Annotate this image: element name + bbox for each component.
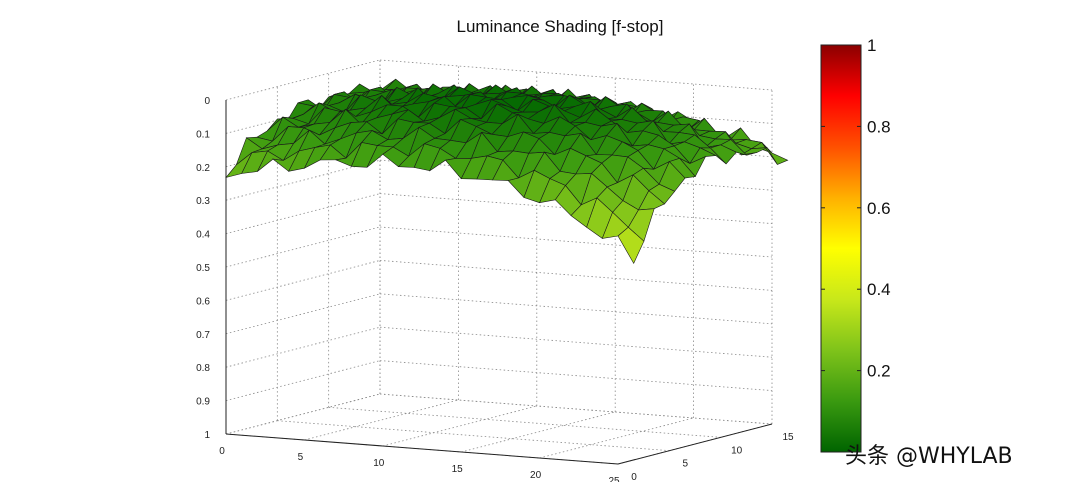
- y-tick-label: 5: [683, 459, 689, 470]
- grid-line-z-left: [225, 59, 381, 101]
- grid-line-z-left: [225, 393, 381, 435]
- grid-line-z-left: [225, 193, 381, 234]
- z-tick-label: 0.7: [196, 330, 210, 341]
- z-tick-label: 0.1: [196, 129, 210, 140]
- x-axis-line: [225, 433, 619, 465]
- axis-tick-labels: 0 5 10 15 20 25 0 5 10 15 0 0.1 0.2 0.3 0.4 0.5 0.6 0.7 0.…: [196, 96, 794, 482]
- x-tick-label: 5: [298, 452, 304, 463]
- y-tick-label: 15: [782, 432, 794, 443]
- z-tick-label: 0.8: [196, 363, 210, 374]
- x-tick-label: 15: [452, 464, 464, 475]
- chart-title: Luminance Shading [f-stop]: [457, 17, 664, 36]
- luminance-surface: [225, 78, 789, 265]
- colorbar: 0.2 0.4 0.6 0.8 1: [820, 36, 891, 453]
- grid-line-y-floor: [379, 393, 773, 425]
- colorbar-ticks: 0.2 0.4 0.6 0.8 1: [821, 36, 891, 381]
- colorbar-tick-label: 0.2: [867, 362, 891, 381]
- colorbar-tick-label: 0.4: [867, 280, 891, 299]
- z-tick-label: 0.5: [196, 263, 210, 274]
- grid-line-x-floor: [382, 405, 537, 447]
- grid-line-x-floor: [225, 393, 381, 435]
- z-tick-label: 0.3: [196, 196, 210, 207]
- colorbar-tick-label: 0.6: [867, 199, 891, 218]
- grid-line-z-back: [379, 360, 773, 391]
- z-tick-label: 1: [204, 430, 210, 441]
- colorbar-tick-label: 1: [867, 36, 876, 55]
- grid-line-x-floor: [304, 399, 459, 441]
- grid-line-z-back: [379, 326, 773, 358]
- grid-line-z-back: [379, 260, 773, 291]
- x-tick-label: 25: [608, 476, 620, 482]
- x-tick-label: 20: [530, 470, 542, 481]
- surface-cell: [617, 226, 645, 265]
- z-tick-label: 0.6: [196, 296, 210, 307]
- grid-line-z-back: [379, 59, 773, 91]
- colorbar-gradient: [820, 44, 862, 453]
- grid-line-z-left: [225, 260, 381, 301]
- z-tick-label: 0.4: [196, 230, 210, 241]
- z-tick-label: 0.9: [196, 397, 210, 408]
- colorbar-tick-label: 0.8: [867, 117, 891, 136]
- grid-line-y-floor: [277, 420, 670, 452]
- grid-line-z-back: [379, 293, 773, 325]
- y-axis-line: [617, 423, 773, 465]
- grid-line-x-floor: [539, 417, 694, 459]
- grid-line-z-left: [225, 293, 381, 335]
- y-tick-label: 0: [631, 472, 637, 482]
- x-tick-label: 0: [219, 446, 225, 457]
- y-tick-label: 10: [731, 445, 743, 456]
- grid-line-z-left: [225, 226, 381, 268]
- grid-line-z-left: [225, 326, 381, 368]
- grid-line-x-floor: [461, 411, 616, 453]
- grid-line-z-back: [379, 226, 773, 258]
- z-tick-label: 0.2: [196, 163, 210, 174]
- grid-line-z-left: [225, 360, 381, 401]
- z-tick-label: 0: [204, 96, 210, 107]
- grid-line-y-floor: [328, 406, 721, 438]
- axes-box: [225, 100, 773, 465]
- watermark: 头条 @WHYLAB: [845, 444, 1013, 469]
- x-tick-label: 10: [373, 458, 385, 469]
